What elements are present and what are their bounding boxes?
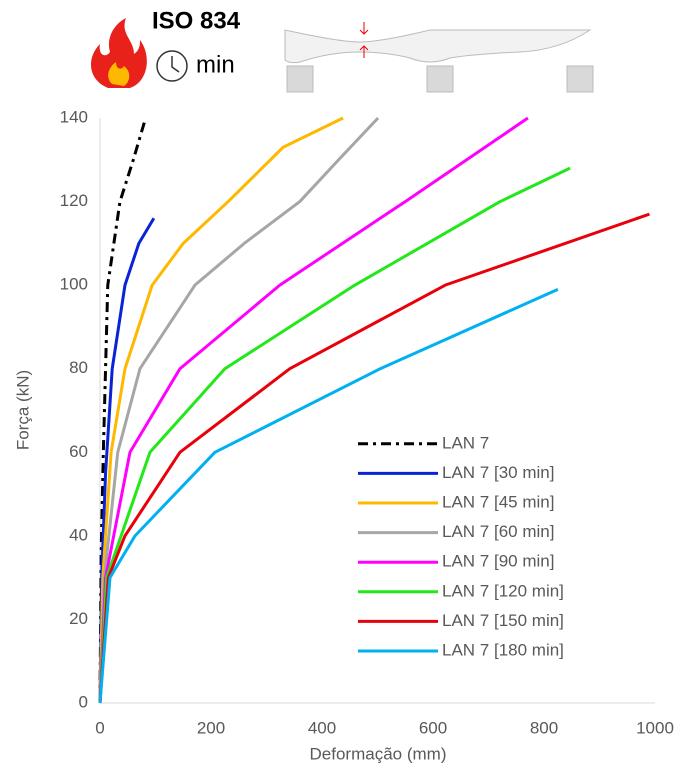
fire-icon xyxy=(90,18,147,88)
legend-label: LAN 7 [45 min] xyxy=(442,492,554,511)
clock-hands xyxy=(171,56,180,73)
y-tick-label: 40 xyxy=(69,525,88,544)
x-tick-label: 600 xyxy=(419,718,447,737)
x-tick-label: 1000 xyxy=(636,718,674,737)
y-tick-label: 20 xyxy=(69,609,88,628)
legend-label: LAN 7 [60 min] xyxy=(442,522,554,541)
y-tick-label: 120 xyxy=(60,191,88,210)
fire-core xyxy=(108,62,130,86)
header-unit: min xyxy=(196,51,235,78)
y-tick-label: 140 xyxy=(60,107,88,126)
legend-label: LAN 7 [120 min] xyxy=(442,581,564,600)
x-axis-label: Deformação (mm) xyxy=(310,744,447,763)
x-tick-label: 800 xyxy=(530,718,558,737)
legend-label: LAN 7 [180 min] xyxy=(442,640,564,659)
legend-label: LAN 7 [90 min] xyxy=(442,552,554,571)
y-tick-label: 100 xyxy=(60,275,88,294)
series-line xyxy=(98,287,559,704)
legend-label: LAN 7 [150 min] xyxy=(442,611,564,630)
series-line xyxy=(98,166,571,704)
clock-icon xyxy=(156,50,188,82)
y-tick-label: 60 xyxy=(69,442,88,461)
deflection-arrows xyxy=(359,22,369,58)
x-tick-label: 0 xyxy=(95,718,104,737)
support xyxy=(566,65,594,93)
y-tick-label: 0 xyxy=(79,692,88,711)
series-line xyxy=(98,116,380,704)
series-line xyxy=(98,116,344,704)
beam-diagram xyxy=(284,29,592,64)
legend-label: LAN 7 xyxy=(442,433,489,452)
support xyxy=(426,65,454,93)
x-tick-label: 200 xyxy=(197,718,225,737)
header-title: ISO 834 xyxy=(152,7,241,34)
header-graphic: ISO 834 min xyxy=(90,7,594,93)
y-axis-label: Força (kN) xyxy=(13,370,32,450)
series-line xyxy=(98,212,650,704)
x-tick-label: 400 xyxy=(308,718,336,737)
legend-label: LAN 7 [30 min] xyxy=(442,463,554,482)
support xyxy=(286,65,314,93)
y-tick-label: 80 xyxy=(69,358,88,377)
